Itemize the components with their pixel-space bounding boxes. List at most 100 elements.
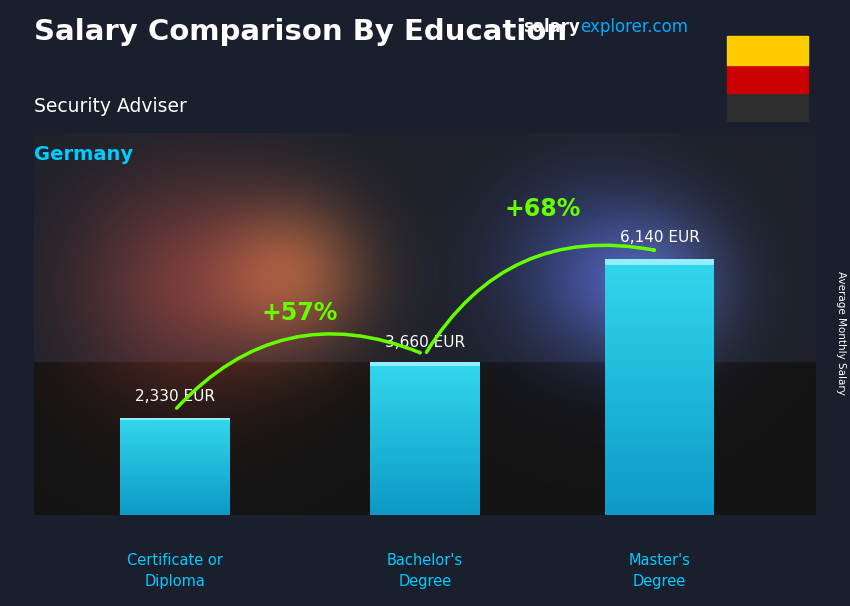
Text: Average Monthly Salary: Average Monthly Salary — [836, 271, 846, 395]
Bar — [371, 413, 479, 416]
Bar — [371, 426, 479, 428]
Bar — [605, 447, 714, 451]
Bar — [605, 459, 714, 464]
Bar — [605, 438, 714, 442]
Bar — [371, 469, 479, 472]
Bar — [605, 396, 714, 400]
Bar — [605, 259, 714, 265]
Bar — [120, 450, 230, 452]
Bar — [371, 482, 479, 485]
Bar — [605, 365, 714, 370]
Bar — [371, 375, 479, 378]
Bar — [120, 442, 230, 444]
Bar — [371, 467, 479, 469]
Bar — [371, 507, 479, 510]
Bar — [605, 481, 714, 485]
Bar — [120, 439, 230, 441]
Bar — [605, 404, 714, 408]
Bar — [605, 468, 714, 473]
Bar — [120, 470, 230, 471]
Bar — [371, 373, 479, 375]
Bar — [605, 378, 714, 382]
Bar — [120, 428, 230, 429]
Bar — [120, 453, 230, 455]
Bar — [371, 436, 479, 439]
Text: 3,660 EUR: 3,660 EUR — [385, 335, 465, 350]
Bar — [120, 465, 230, 467]
Bar — [120, 504, 230, 505]
Bar — [120, 476, 230, 478]
Bar — [120, 499, 230, 501]
Bar — [120, 463, 230, 465]
Bar — [371, 383, 479, 385]
Bar — [605, 391, 714, 396]
Bar — [120, 434, 230, 436]
Bar — [371, 393, 479, 396]
Bar — [371, 456, 479, 459]
Bar — [371, 378, 479, 380]
Bar — [605, 306, 714, 310]
Bar — [120, 479, 230, 481]
Bar — [371, 498, 479, 500]
Bar — [371, 479, 479, 482]
Bar — [371, 424, 479, 426]
Bar — [120, 508, 230, 510]
Bar — [605, 293, 714, 298]
Bar — [605, 477, 714, 481]
Bar — [371, 367, 479, 370]
Bar — [120, 426, 230, 428]
Bar — [120, 513, 230, 515]
Bar — [605, 451, 714, 455]
Bar — [371, 449, 479, 451]
Bar — [120, 455, 230, 457]
Bar — [120, 423, 230, 424]
Bar — [120, 421, 230, 423]
Bar — [605, 315, 714, 319]
Bar — [120, 438, 230, 439]
Bar — [371, 451, 479, 454]
Bar — [120, 457, 230, 458]
Bar — [371, 454, 479, 456]
Bar — [605, 263, 714, 267]
Bar — [371, 447, 479, 449]
Bar — [120, 501, 230, 502]
Bar — [371, 408, 479, 411]
Bar — [605, 370, 714, 374]
Bar — [371, 464, 479, 467]
Bar — [605, 408, 714, 413]
Text: 2,330 EUR: 2,330 EUR — [135, 390, 215, 404]
Bar — [371, 441, 479, 444]
Bar — [605, 413, 714, 417]
Bar — [371, 385, 479, 388]
Bar — [120, 484, 230, 486]
Bar — [371, 462, 479, 464]
Bar — [120, 447, 230, 448]
Bar — [605, 430, 714, 434]
Bar — [371, 380, 479, 383]
Bar — [605, 280, 714, 284]
Bar — [120, 512, 230, 513]
Bar — [120, 494, 230, 496]
Bar — [371, 487, 479, 490]
Bar — [120, 481, 230, 483]
Bar — [605, 276, 714, 280]
Text: Certificate or
Diploma: Certificate or Diploma — [127, 553, 223, 589]
Bar — [120, 445, 230, 447]
Bar — [605, 502, 714, 507]
Bar — [371, 401, 479, 403]
Bar — [371, 428, 479, 431]
Bar — [120, 467, 230, 468]
Text: +68%: +68% — [504, 197, 581, 221]
Bar — [371, 411, 479, 413]
Bar — [371, 494, 479, 498]
Bar — [120, 473, 230, 474]
Text: Germany: Germany — [34, 145, 133, 164]
Bar — [605, 344, 714, 348]
Bar — [120, 448, 230, 450]
Bar — [120, 496, 230, 498]
Bar — [605, 425, 714, 430]
Text: salary: salary — [523, 18, 580, 36]
Bar — [371, 510, 479, 513]
Bar — [605, 353, 714, 357]
Bar — [605, 455, 714, 459]
